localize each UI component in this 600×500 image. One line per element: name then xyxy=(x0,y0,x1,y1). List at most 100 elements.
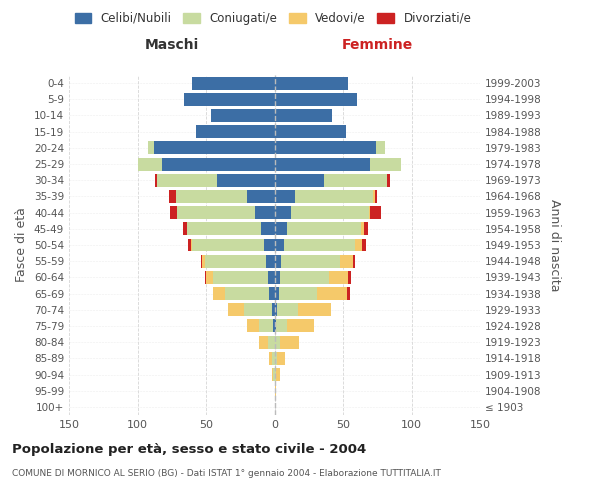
Bar xyxy=(362,238,366,252)
Bar xyxy=(184,93,275,106)
Bar xyxy=(259,336,268,348)
Bar xyxy=(284,238,355,252)
Bar xyxy=(247,190,275,203)
Bar xyxy=(370,206,382,219)
Text: Maschi: Maschi xyxy=(145,38,199,52)
Bar xyxy=(275,254,281,268)
Bar xyxy=(272,304,275,316)
Bar xyxy=(340,254,353,268)
Bar xyxy=(278,287,317,300)
Bar xyxy=(281,254,340,268)
Bar xyxy=(273,320,275,332)
Bar xyxy=(275,304,277,316)
Y-axis label: Anni di nascita: Anni di nascita xyxy=(548,198,561,291)
Bar xyxy=(287,222,361,235)
Bar xyxy=(374,190,377,203)
Bar xyxy=(275,190,295,203)
Bar xyxy=(275,222,287,235)
Bar xyxy=(275,125,346,138)
Bar xyxy=(387,174,389,186)
Bar xyxy=(211,109,275,122)
Bar xyxy=(259,320,273,332)
Bar xyxy=(276,368,280,381)
Bar xyxy=(275,271,280,284)
Bar xyxy=(317,287,347,300)
Bar xyxy=(268,271,275,284)
Bar xyxy=(373,190,374,203)
Bar xyxy=(277,352,286,365)
Bar xyxy=(275,384,276,397)
Bar xyxy=(353,254,355,268)
Bar xyxy=(244,304,272,316)
Bar xyxy=(202,254,205,268)
Bar xyxy=(298,304,331,316)
Bar xyxy=(187,222,261,235)
Bar xyxy=(291,206,369,219)
Bar xyxy=(275,76,349,90)
Bar xyxy=(272,368,273,381)
Bar xyxy=(275,158,370,170)
Bar xyxy=(263,238,275,252)
Bar xyxy=(272,352,275,365)
Text: Popolazione per età, sesso e stato civile - 2004: Popolazione per età, sesso e stato civil… xyxy=(12,442,366,456)
Legend: Celibi/Nubili, Coniugati/e, Vedovi/e, Divorziati/e: Celibi/Nubili, Coniugati/e, Vedovi/e, Di… xyxy=(71,8,475,28)
Bar xyxy=(170,206,177,219)
Y-axis label: Fasce di età: Fasce di età xyxy=(16,208,28,282)
Bar xyxy=(361,222,364,235)
Bar xyxy=(275,336,280,348)
Bar xyxy=(247,320,259,332)
Bar xyxy=(169,190,176,203)
Bar xyxy=(148,142,154,154)
Bar xyxy=(275,287,278,300)
Bar xyxy=(275,238,284,252)
Bar xyxy=(295,190,373,203)
Bar xyxy=(213,271,268,284)
Bar xyxy=(176,190,247,203)
Bar xyxy=(200,254,202,268)
Bar xyxy=(376,142,385,154)
Bar xyxy=(287,320,314,332)
Bar xyxy=(196,125,275,138)
Bar xyxy=(280,336,299,348)
Bar xyxy=(364,222,368,235)
Bar xyxy=(154,142,275,154)
Bar xyxy=(275,368,276,381)
Bar xyxy=(355,238,362,252)
Bar xyxy=(206,271,213,284)
Bar xyxy=(370,158,401,170)
Bar xyxy=(188,238,191,252)
Bar xyxy=(137,158,162,170)
Bar xyxy=(193,76,275,90)
Bar xyxy=(177,206,256,219)
Bar xyxy=(273,368,275,381)
Bar xyxy=(205,271,206,284)
Bar xyxy=(269,352,272,365)
Bar xyxy=(269,287,275,300)
Bar xyxy=(256,206,275,219)
Bar xyxy=(275,142,376,154)
Bar xyxy=(193,238,263,252)
Bar xyxy=(191,238,193,252)
Text: COMUNE DI MORNICO AL SERIO (BG) - Dati ISTAT 1° gennaio 2004 - Elaborazione TUTT: COMUNE DI MORNICO AL SERIO (BG) - Dati I… xyxy=(12,468,441,477)
Bar xyxy=(183,222,187,235)
Bar xyxy=(275,109,332,122)
Bar xyxy=(347,287,350,300)
Bar xyxy=(275,320,276,332)
Bar xyxy=(276,320,287,332)
Bar xyxy=(157,174,217,186)
Bar xyxy=(228,304,244,316)
Bar xyxy=(261,222,275,235)
Bar xyxy=(213,287,225,300)
Bar xyxy=(329,271,349,284)
Bar xyxy=(266,254,275,268)
Bar xyxy=(268,336,275,348)
Bar xyxy=(225,287,269,300)
Bar xyxy=(324,174,387,186)
Bar xyxy=(275,206,291,219)
Bar xyxy=(155,174,157,186)
Text: Femmine: Femmine xyxy=(341,38,413,52)
Bar xyxy=(280,271,329,284)
Bar xyxy=(275,352,277,365)
Bar xyxy=(217,174,275,186)
Bar xyxy=(162,158,275,170)
